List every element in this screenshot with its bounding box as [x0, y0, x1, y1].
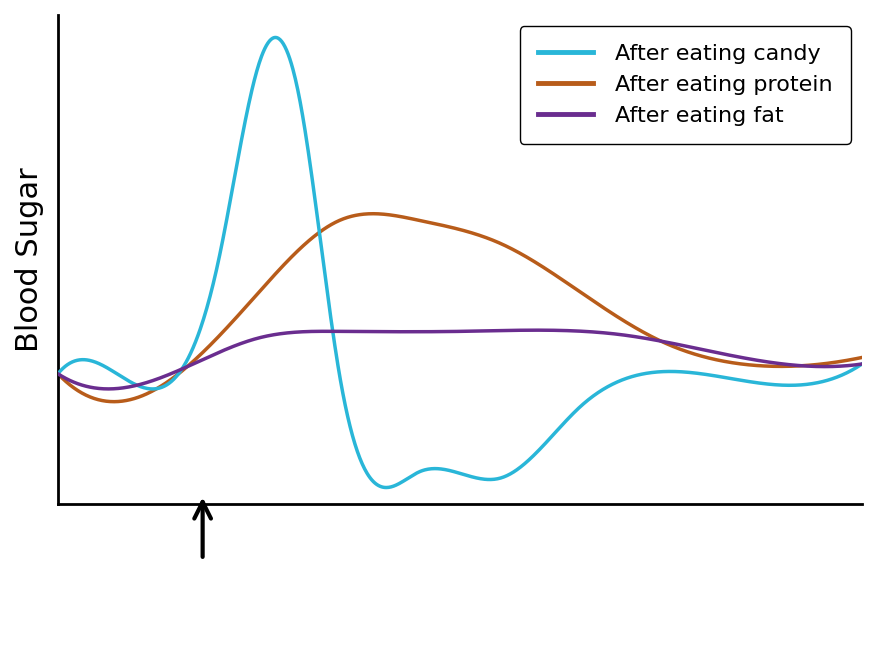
Legend: After eating candy, After eating protein, After eating fat: After eating candy, After eating protein… [520, 26, 851, 144]
Y-axis label: Blood Sugar: Blood Sugar [15, 167, 44, 352]
